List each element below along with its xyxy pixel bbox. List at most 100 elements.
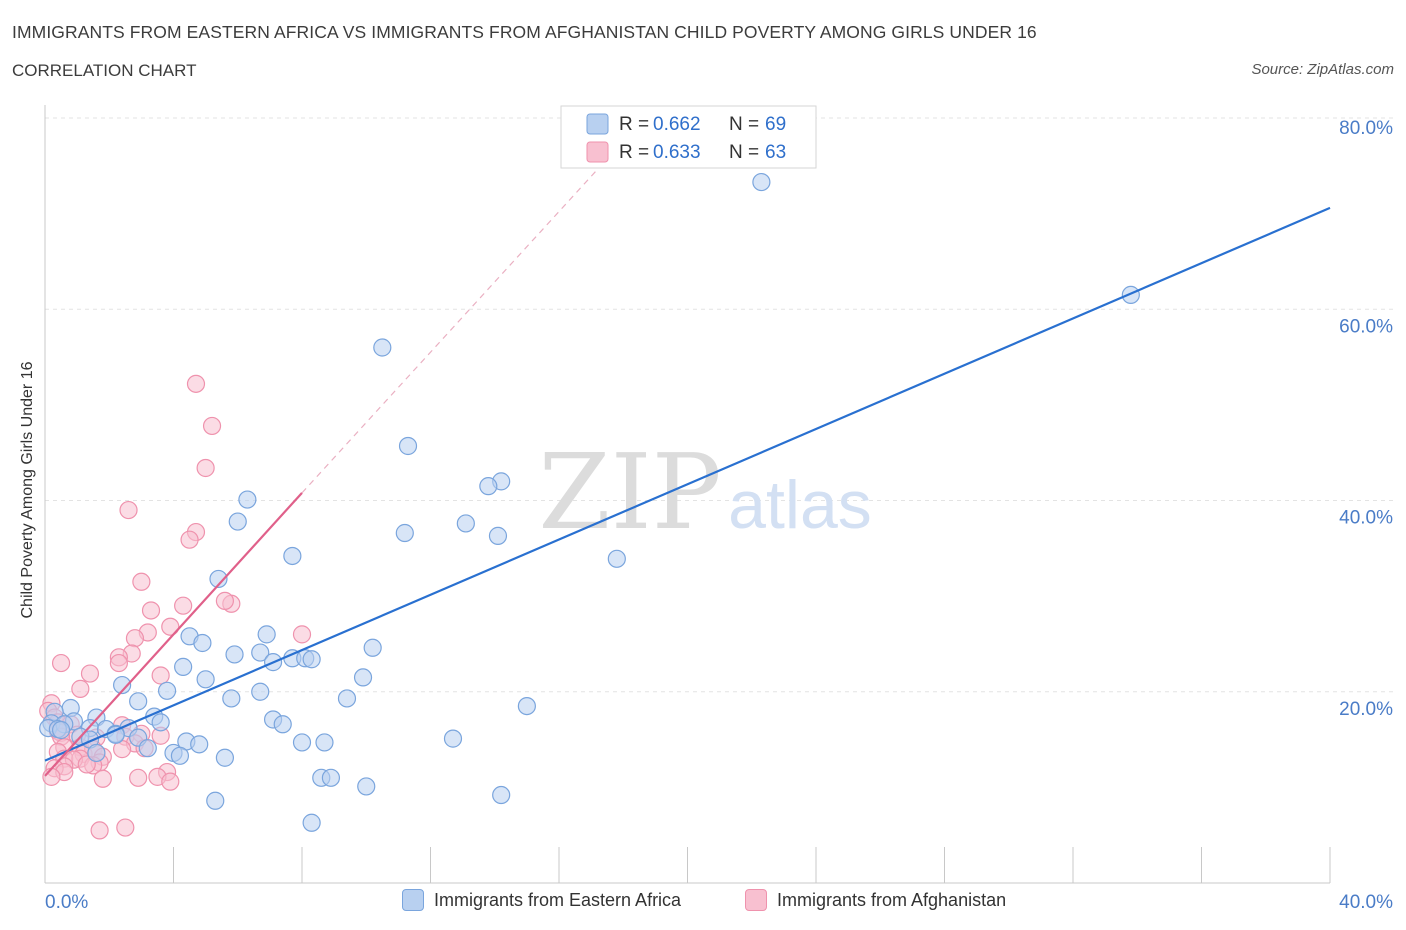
eastern-africa-point-18 <box>225 645 244 664</box>
y-tick-label-3: 80.0% <box>1339 118 1393 139</box>
eastern-africa-point-59 <box>138 739 157 758</box>
legend-bottom-swatch-pink <box>745 889 767 911</box>
x-tick-label-1: 40.0% <box>1339 892 1393 913</box>
source-note: Source: ZipAtlas.com <box>1251 61 1394 78</box>
eastern-africa-point-66 <box>321 768 341 787</box>
eastern-africa-point-12 <box>607 549 626 568</box>
eastern-africa-point-33 <box>517 696 536 716</box>
afghanistan-point-60 <box>161 772 180 791</box>
afghanistan-point-5 <box>180 530 199 549</box>
afghanistan-point-17 <box>51 653 71 673</box>
eastern-africa-point-11 <box>283 546 302 566</box>
afghanistan-point-57 <box>93 769 112 788</box>
y-tick-label-0: 20.0% <box>1339 699 1393 720</box>
eastern-africa-point-13 <box>209 569 228 589</box>
eastern-africa-point-31 <box>337 689 357 708</box>
eastern-africa-point-69 <box>492 785 511 805</box>
eastern-africa-point-23 <box>302 650 321 669</box>
legend-r-label-pink: R = <box>619 142 649 163</box>
y-tick-label-2: 60.0% <box>1339 316 1393 337</box>
chart-subtitle: CORRELATION CHART <box>12 61 197 80</box>
afghanistan-point-56 <box>42 767 61 786</box>
legend-bottom-item-eastern-africa: Immigrants from Eastern Africa <box>402 889 681 911</box>
eastern-africa-point-32 <box>129 692 148 711</box>
afghanistan-point-3 <box>119 500 138 520</box>
eastern-africa-point-24 <box>174 657 193 676</box>
eastern-africa-point-5 <box>479 477 498 496</box>
x-tick-label-0: 0.0% <box>45 892 88 913</box>
eastern-africa-point-15 <box>257 625 276 644</box>
legend-bottom-label-eastern-africa: Immigrants from Eastern Africa <box>434 889 682 910</box>
y-tick-label-1: 40.0% <box>1339 508 1393 529</box>
afghanistan-point-10 <box>215 591 234 611</box>
afghanistan-point-13 <box>292 625 312 644</box>
eastern-africa-point-47 <box>273 715 292 734</box>
afghanistan-point-18 <box>109 653 128 673</box>
eastern-africa-point-6 <box>238 490 257 509</box>
eastern-africa-point-3 <box>398 436 418 456</box>
legend-n-value-blue: 69 <box>765 114 786 135</box>
eastern-africa-point-41 <box>151 713 170 732</box>
eastern-africa-point-56 <box>292 733 312 752</box>
legend-bottom-swatch-blue <box>402 889 424 911</box>
eastern-africa-point-62 <box>170 746 190 765</box>
axes <box>44 105 1331 884</box>
tick-labels: 20.0% 40.0% 60.0% 80.0% 0.0% 40.0% <box>45 118 1393 913</box>
eastern-africa-point-67 <box>357 777 376 796</box>
eastern-africa-point-64 <box>443 729 463 748</box>
trendline-afghanistan-extension <box>301 165 602 494</box>
eastern-africa-point-57 <box>315 733 334 752</box>
afghanistan-point-20 <box>80 664 100 683</box>
legend-top: R = 0.662 N = 69 R = 0.633 N = 63 <box>560 105 817 169</box>
trendline-afghanistan <box>44 492 303 777</box>
legend-n-label-blue: N = <box>729 114 759 135</box>
watermark: ZIP atlas <box>538 431 871 553</box>
eastern-africa-point-27 <box>112 675 132 695</box>
eastern-africa-point-70 <box>302 813 321 832</box>
eastern-africa-point-7 <box>228 512 247 531</box>
trendline-eastern-africa <box>44 206 1331 762</box>
afghanistan-point-58 <box>129 768 148 787</box>
legend-swatch-blue <box>586 113 609 135</box>
afghanistan-point-11 <box>161 617 180 636</box>
eastern-africa-point-30 <box>222 689 241 708</box>
afghanistan-point-0 <box>186 374 206 393</box>
eastern-africa-point-9 <box>456 514 475 533</box>
eastern-africa-point-2 <box>373 338 392 357</box>
eastern-africa-point-8 <box>395 523 414 543</box>
eastern-africa-point-16 <box>193 633 212 653</box>
series-eastern-africa-points <box>39 172 1140 832</box>
legend-n-label-pink: N = <box>729 142 759 163</box>
eastern-africa-point-26 <box>196 670 215 689</box>
legend-bottom-label-afghanistan: Immigrants from Afghanistan <box>777 889 1007 910</box>
legend-swatch-pink <box>586 141 609 163</box>
gridlines <box>45 117 1395 693</box>
eastern-africa-point-63 <box>215 748 234 767</box>
afghanistan-point-14 <box>125 629 145 648</box>
eastern-africa-point-25 <box>353 668 373 687</box>
legend-r-value-blue: 0.662 <box>653 114 701 135</box>
legend-bottom: Immigrants from Eastern Africa Immigrant… <box>0 889 1406 915</box>
afghanistan-point-21 <box>71 679 90 698</box>
eastern-africa-point-68 <box>206 791 225 810</box>
eastern-africa-point-49 <box>51 720 71 740</box>
eastern-africa-point-22 <box>363 638 382 657</box>
legend-r-value-pink: 0.633 <box>653 142 701 163</box>
eastern-africa-point-17 <box>251 643 270 662</box>
afghanistan-point-61 <box>90 821 109 840</box>
afghanistan-point-7 <box>174 596 193 615</box>
eastern-africa-point-60 <box>87 743 106 763</box>
trendlines <box>44 165 1331 777</box>
chart-title: IMMIGRANTS FROM EASTERN AFRICA VS IMMIGR… <box>12 22 1037 42</box>
afghanistan-point-9 <box>141 601 161 620</box>
afghanistan-point-62 <box>116 818 135 837</box>
eastern-africa-point-58 <box>190 735 209 754</box>
eastern-africa-point-10 <box>488 526 508 545</box>
afghanistan-point-2 <box>196 458 215 478</box>
afghanistan-point-6 <box>132 572 151 591</box>
legend-n-value-pink: 63 <box>765 142 786 163</box>
eastern-africa-point-29 <box>251 682 270 701</box>
legend-bottom-item-afghanistan: Immigrants from Afghanistan <box>745 889 1006 911</box>
watermark-zip: ZIP <box>538 431 721 553</box>
